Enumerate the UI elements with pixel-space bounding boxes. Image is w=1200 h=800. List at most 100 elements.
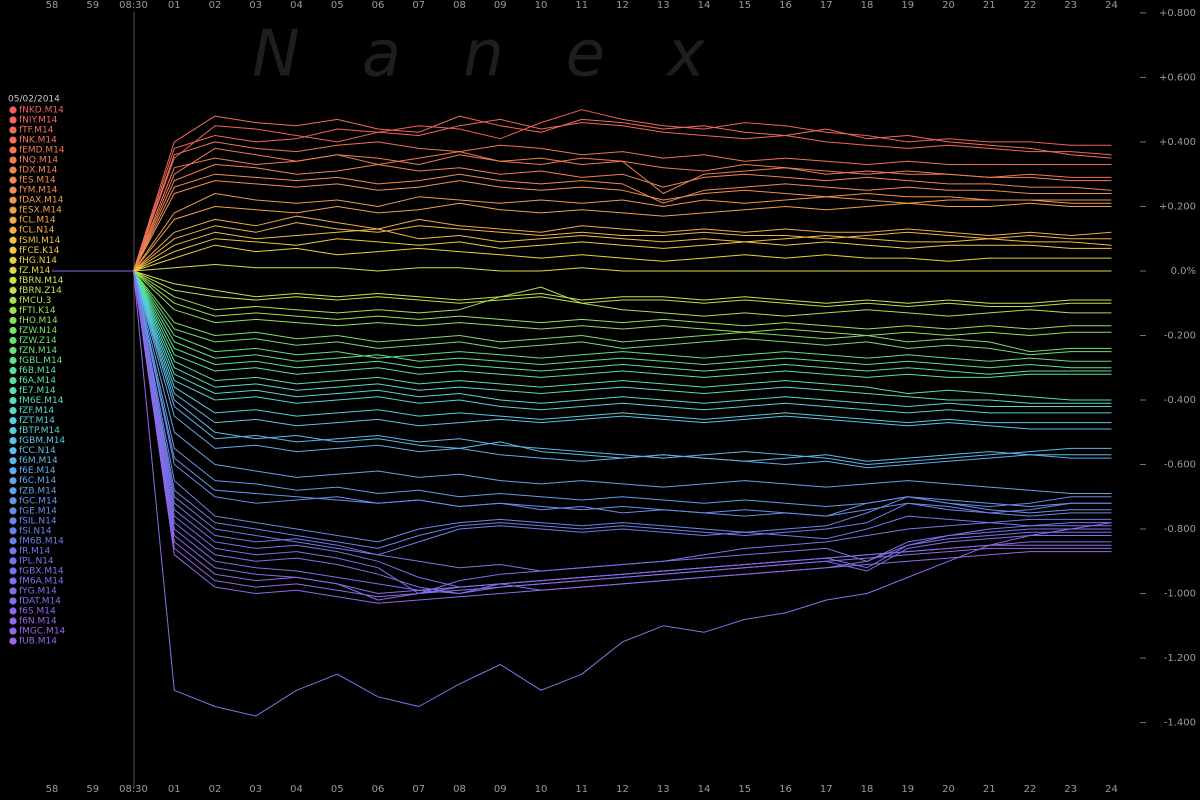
legend-marker [9,396,17,405]
legend-marker [9,376,17,385]
series-line [52,118,1112,272]
series-line [52,270,1112,317]
series-line [52,270,1112,598]
x-tick-label: 17 [820,0,833,11]
legend-marker [9,557,17,565]
x-tick-label: 06 [372,0,385,11]
legend-marker [9,316,17,325]
series-line [52,115,1112,272]
legend-label: fTF.M14 [19,126,54,136]
series-line [52,238,1112,272]
x-tick-label: 59 [86,784,99,795]
x-tick-label: 03 [249,0,262,11]
legend-marker [9,637,17,645]
legend-marker [9,346,17,355]
x-tick-label: 02 [209,784,222,795]
x-tick-label: 23 [1064,0,1077,11]
series-line [52,270,1112,507]
x-tick-label: 11 [575,0,588,11]
legend-marker [9,607,17,615]
y-tick-label: +0.600 [1159,72,1196,83]
series-line [52,193,1112,272]
legend-label: fZF.M14 [19,406,54,416]
series-line [52,270,1112,549]
series-line [52,270,1112,375]
legend-marker [9,266,17,274]
x-tick-label: 09 [494,784,507,795]
legend-marker [9,547,17,555]
legend-label: fDAX.M14 [19,196,64,206]
x-tick-label: 08:30 [119,0,148,11]
legend-label: fESX.M14 [19,206,62,216]
x-tick-label: 02 [209,0,222,11]
legend-label: f6C.M14 [19,476,57,486]
legend-label: fMGC.M14 [19,627,66,637]
legend-marker [9,467,17,475]
series-line [52,180,1112,272]
legend-label: fBRN.Z14 [19,286,62,296]
x-tick-label: 21 [983,784,996,795]
y-tick-label: +0.800 [1159,8,1196,19]
x-tick-label: 16 [779,0,792,11]
legend-label: fZ.M14 [19,266,51,276]
legend-label: fM6A.M14 [19,576,64,586]
legend-marker [9,226,17,234]
legend-marker [9,417,17,425]
y-tick-label: +0.200 [1159,201,1196,212]
legend-marker [9,527,17,535]
legend-label: f6S.M14 [19,607,56,617]
legend-label: fEMD.M14 [19,146,65,156]
legend-label: fZB.M14 [19,486,57,496]
series-line [52,270,1112,462]
x-tick-label: 08:30 [119,784,148,795]
legend-label: fDX.M14 [19,166,58,176]
legend-marker [9,356,17,365]
x-tick-label: 19 [901,0,914,11]
x-tick-label: 10 [535,784,548,795]
series-line [52,270,1112,369]
series-line [52,222,1112,272]
x-tick-label: 04 [290,0,303,11]
x-tick-label: 22 [1024,784,1037,795]
x-tick-label: 17 [820,784,833,795]
legend-marker [9,106,17,114]
legend-marker [9,296,17,304]
legend-label: fYG.M14 [19,586,57,596]
x-tick-label: 05 [331,784,344,795]
legend-marker [9,366,17,375]
legend-marker [9,587,17,595]
legend-marker [9,597,17,605]
legend-label: fM6B.M14 [19,536,64,546]
y-tick-label: -1.400 [1164,718,1196,729]
legend-marker [9,306,17,314]
legend-label: fBRN.M14 [19,276,64,286]
legend-marker [9,447,17,455]
legend-label: fSMI.M14 [19,236,61,246]
legend-label: fSIL.N14 [19,516,57,526]
legend-label: fES.M14 [19,176,56,186]
x-tick-label: 04 [290,784,303,795]
legend-marker [9,286,17,294]
legend-label: fMCU.3 [19,296,51,306]
series-line [52,154,1112,272]
x-tick-label: 01 [168,0,181,11]
legend-marker [9,136,17,144]
legend-label: fGBX.M14 [19,566,64,576]
legend-marker [9,116,17,124]
series-line [52,270,1112,494]
legend-marker [9,176,17,184]
x-tick-label: 16 [779,784,792,795]
legend-label: fNIY.M14 [19,116,58,126]
legend-label: f6N.M14 [19,617,57,627]
x-tick-label: 58 [46,784,59,795]
series-line [52,270,1112,362]
x-tick-label: 10 [535,0,548,11]
legend-label: fYM.M14 [19,186,58,196]
legend-marker [9,617,17,625]
legend-marker [9,507,17,515]
series-line [52,270,1112,556]
x-tick-label: 18 [861,784,874,795]
y-tick-label: -0.400 [1164,395,1196,406]
legend-label: fNQ.M14 [19,156,58,166]
